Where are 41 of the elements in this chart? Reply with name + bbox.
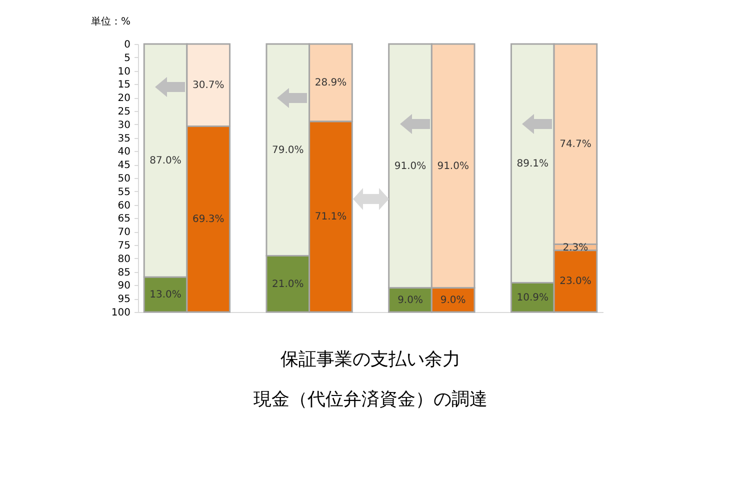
data-label: 30.7% xyxy=(192,80,224,92)
y-tick-label: 70 xyxy=(118,227,130,238)
y-tick-label: 50 xyxy=(118,174,130,184)
data-label: 28.9% xyxy=(314,78,347,89)
data-label: 13.0% xyxy=(150,290,182,301)
data-label: 69.3% xyxy=(192,214,224,226)
y-tick-label: 40 xyxy=(118,146,130,158)
y-tick-label: 0 xyxy=(124,40,130,50)
data-label: 9.0% xyxy=(440,294,466,306)
data-label: 91.0% xyxy=(437,160,469,172)
y-tick-label: 15 xyxy=(118,80,130,91)
data-label: 89.1% xyxy=(516,158,549,170)
y-tick-label: 90 xyxy=(118,280,130,292)
y-tick-label: 60 xyxy=(118,200,130,212)
y-tick-label: 95 xyxy=(118,294,130,306)
data-label: 23.0% xyxy=(560,276,592,288)
data-label: 9.0% xyxy=(398,294,423,306)
data-label: 10.9% xyxy=(516,292,549,304)
y-tick-label: 5 xyxy=(124,52,130,64)
text: 保証事業の支払い余力 xyxy=(280,349,460,370)
y-tick-label: 100 xyxy=(111,308,130,318)
y-tick-label: 20 xyxy=(118,93,130,104)
y-axis-title: 単位：% xyxy=(90,16,130,28)
y-tick-label: 65 xyxy=(118,214,130,225)
data-label: 2.3% xyxy=(562,242,588,254)
y-tick-label: 75 xyxy=(118,240,130,252)
text: 現金（代位弁済資金）の調達 xyxy=(254,389,488,410)
y-tick-label: 25 xyxy=(118,106,130,118)
y-tick-label: 10 xyxy=(118,66,130,78)
y-tick-label: 80 xyxy=(118,254,130,265)
data-label: 21.0% xyxy=(272,278,304,290)
y-tick-label: 85 xyxy=(118,267,130,278)
data-label: 91.0% xyxy=(394,160,426,172)
y-tick-label: 55 xyxy=(118,186,130,198)
data-label: 71.1% xyxy=(314,212,347,223)
y-tick-label: 30 xyxy=(118,120,130,131)
data-label: 79.0% xyxy=(272,144,304,156)
data-label: 87.0% xyxy=(150,156,182,167)
y-tick-label: 45 xyxy=(118,160,130,172)
data-label: 74.7% xyxy=(560,139,592,150)
y-tick-label: 35 xyxy=(118,133,130,144)
